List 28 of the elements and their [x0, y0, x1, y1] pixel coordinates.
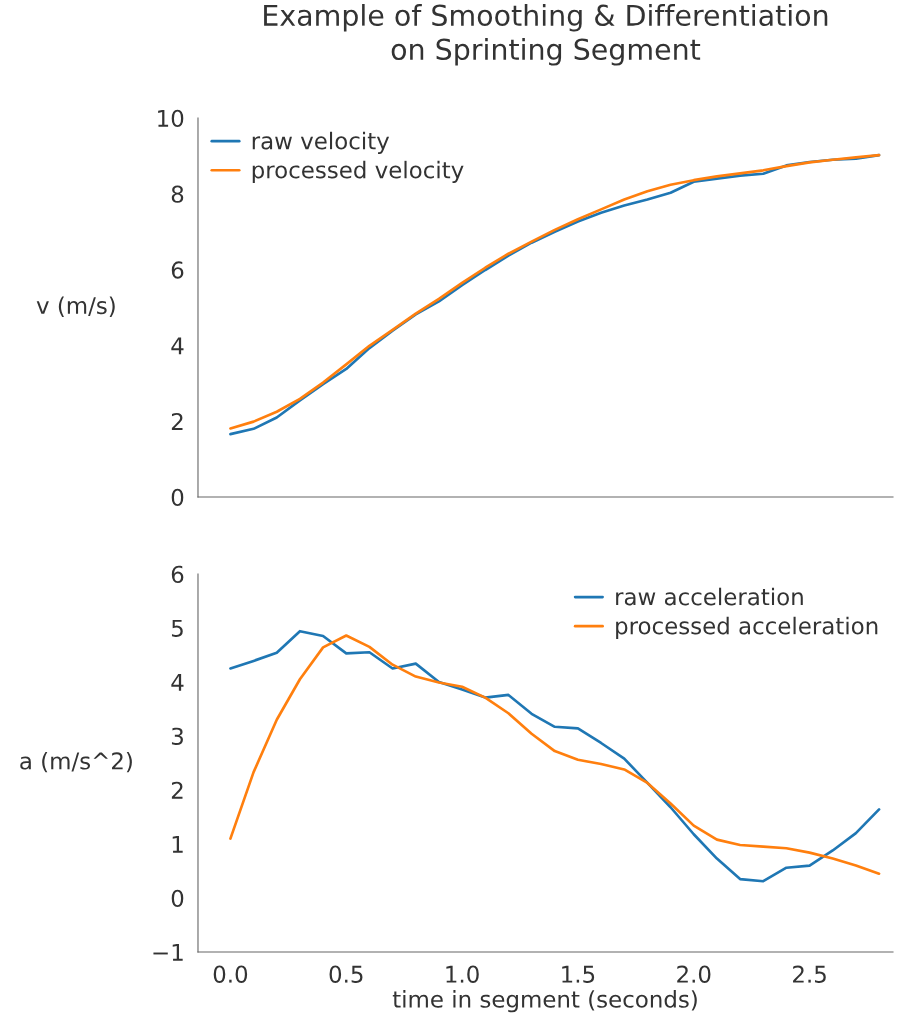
x-axis-title: time in segment (seconds): [392, 990, 697, 1013]
x-tick-label: 2.5: [793, 965, 826, 983]
x-tick-label: 0.0: [213, 965, 248, 983]
y-tick-label: 10: [158, 109, 184, 128]
y-tick-label: 8: [171, 185, 184, 203]
y-axis-title: v (m/s): [36, 296, 115, 317]
y-tick-label: 6: [171, 565, 184, 583]
x-tick-label: 2.0: [677, 965, 711, 983]
y-tick-label: 2: [171, 412, 183, 430]
x-tick-label: 1.0: [446, 965, 479, 983]
y-tick-label: 4: [171, 673, 184, 691]
y-tick-label: 2: [171, 781, 183, 799]
legend-label: raw acceleration: [616, 587, 803, 606]
y-tick-label: 6: [171, 261, 184, 279]
y-tick-label: 0: [171, 488, 184, 507]
y-tick-label: 1: [172, 835, 183, 853]
y-tick-label: −1: [153, 943, 183, 961]
legend-label: processed acceleration: [616, 616, 878, 639]
y-axis-title: a (m/s^2): [20, 751, 132, 773]
legend-label: raw velocity: [252, 131, 390, 154]
y-tick-label: 5: [171, 619, 183, 637]
legend-label: processed velocity: [252, 160, 464, 183]
y-tick-label: 3: [171, 727, 183, 745]
chart-title: Example of Smoothing & Differentiation on Sprinting Segment: [264, 4, 828, 66]
x-tick-label: 1.5: [562, 965, 595, 983]
x-tick-label: 0.5: [329, 965, 363, 983]
y-tick-label: 0: [171, 889, 184, 907]
y-tick-label: 4: [171, 337, 184, 355]
